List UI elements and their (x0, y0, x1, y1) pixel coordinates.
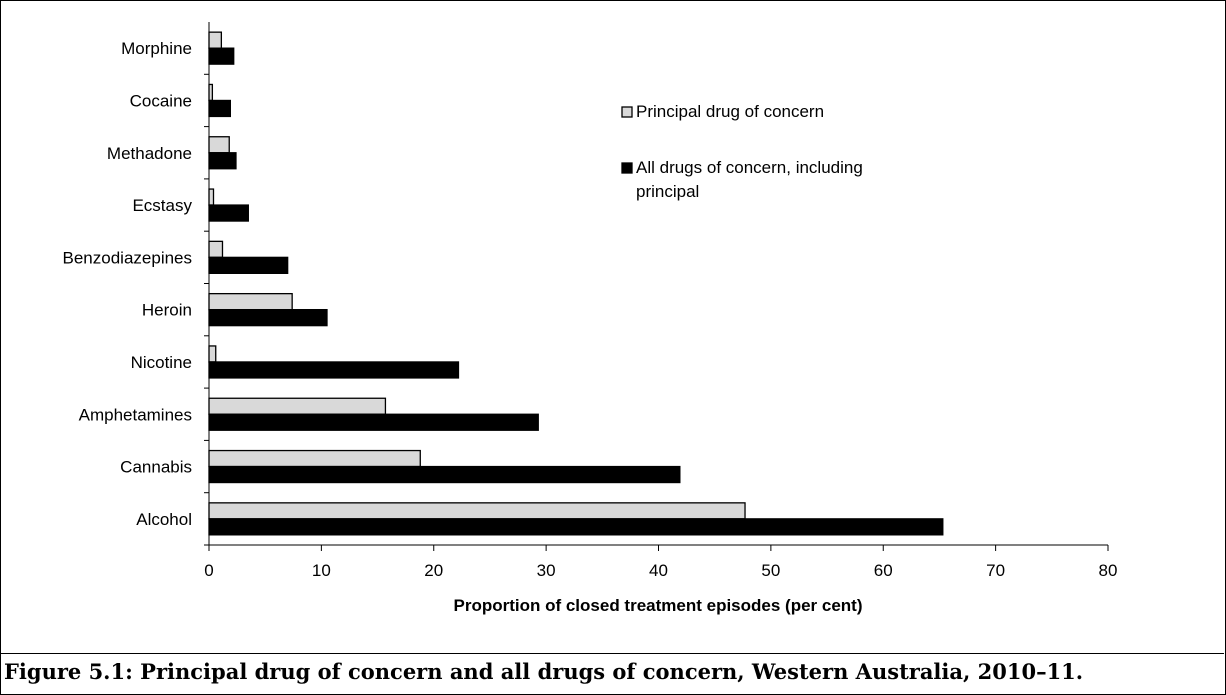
x-tick-label: 10 (312, 561, 331, 580)
bar-morphine-series-1 (208, 31, 223, 49)
x-tick-label: 0 (204, 561, 213, 580)
bar-cocaine-series-1 (208, 83, 214, 102)
bar-benzodiazepines-series-1 (208, 240, 224, 259)
bar-nicotine-series-2 (208, 361, 460, 379)
y-tick-label: Cocaine (130, 91, 192, 110)
bar-cannabis-series-1 (208, 449, 421, 468)
caption-divider (0, 653, 1224, 694)
x-tick-label: 70 (986, 561, 1005, 580)
legend-label: Principal drug of concern (636, 102, 824, 121)
figure-caption: Figure 5.1: Principal drug of concern an… (4, 659, 1084, 684)
bar-amphetamines-series-2 (208, 413, 539, 431)
y-tick-label: Alcohol (136, 510, 192, 529)
bar-alcohol-series-1 (208, 502, 746, 520)
x-tick-label: 30 (537, 561, 556, 580)
bar-cannabis-series-2 (208, 465, 681, 484)
bar-morphine-series-2 (208, 47, 235, 65)
bar-amphetamines-series-1 (208, 397, 387, 415)
y-tick-label: Benzodiazepines (63, 248, 192, 267)
x-tick-label: 80 (1099, 561, 1118, 580)
x-tick-label: 60 (874, 561, 893, 580)
x-tick-label: 40 (649, 561, 668, 580)
legend: Principal drug of concern All drugs of co… (621, 102, 863, 201)
bar-heroin-series-2 (208, 308, 328, 327)
y-tick-label: Amphetamines (79, 405, 192, 424)
legend-label: All drugs of concern, including (636, 158, 863, 177)
x-tick-label: 20 (424, 561, 443, 580)
bar-alcohol-series-2 (208, 518, 944, 536)
x-axis-label: Proportion of closed treatment episodes … (453, 596, 862, 615)
bar-heroin-series-1 (208, 292, 293, 311)
y-tick-label: Cannabis (120, 458, 192, 477)
bars-group (208, 31, 944, 536)
axes-group: Alcohol Cannabis Amphetamines Nicotine Heroi… (63, 22, 1118, 580)
y-tick-label: Ecstasy (132, 196, 192, 215)
y-tick-label: Heroin (142, 301, 192, 320)
x-tick-label: 50 (761, 561, 780, 580)
y-tick-label: Nicotine (131, 353, 192, 372)
y-tick-label: Methadone (107, 144, 192, 163)
bar-methadone-series-2 (208, 152, 237, 170)
bar-ecstasy-series-1 (208, 188, 215, 206)
bar-chart: Alcohol Cannabis Amphetamines Nicotine Heroi… (63, 22, 1118, 615)
bar-ecstasy-series-2 (208, 204, 249, 222)
bar-nicotine-series-1 (208, 345, 217, 363)
legend-swatch-2 (621, 162, 633, 174)
bar-methadone-series-1 (208, 136, 230, 154)
legend-swatch-1 (621, 106, 633, 118)
bar-cocaine-series-2 (208, 99, 232, 118)
bar-benzodiazepines-series-2 (208, 256, 289, 275)
legend-label: principal (636, 182, 699, 201)
y-tick-label: Morphine (121, 39, 192, 58)
